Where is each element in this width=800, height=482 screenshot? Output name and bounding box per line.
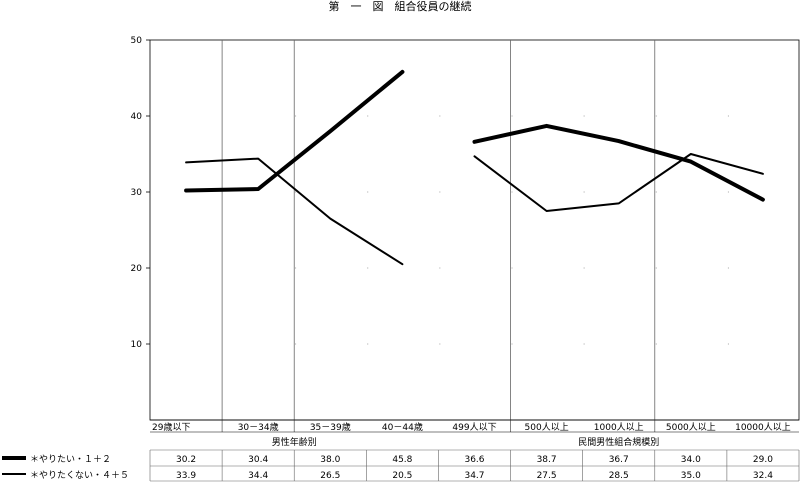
grid-dot <box>583 343 585 345</box>
series-line <box>472 123 765 202</box>
data-label: 29.0 <box>753 455 773 465</box>
grid-dot <box>295 267 297 269</box>
group-label: 男性年齢別 <box>272 436 317 448</box>
plot-area <box>149 39 800 421</box>
grid-dot <box>655 343 657 345</box>
grid-dot <box>367 343 369 345</box>
grid-dot <box>727 191 729 193</box>
data-label: 20.5 <box>392 471 412 481</box>
x-tick-label: 499人以下 <box>452 422 496 433</box>
data-label: 30.4 <box>248 455 268 465</box>
grid-dot <box>511 267 513 269</box>
grid-dot <box>727 115 729 117</box>
grid-dot <box>367 267 369 269</box>
data-label: 30.2 <box>176 455 196 465</box>
legend-label: ＊やりたい・１＋２ <box>30 454 111 465</box>
chart-title: 第 一 図 組合役員の継続 <box>329 0 472 13</box>
grid-dot <box>511 191 513 193</box>
data-label: 32.4 <box>753 471 773 481</box>
data-label: 34.7 <box>464 471 484 481</box>
data-label: 35.0 <box>681 471 701 481</box>
grid-dot <box>295 115 297 117</box>
legend-label: ＊やりたくない・４＋５ <box>30 470 129 481</box>
data-label: 45.8 <box>392 455 412 465</box>
y-tick-label: 50 <box>131 36 143 46</box>
data-label: 34.0 <box>681 455 701 465</box>
grid-dot <box>511 343 513 345</box>
data-label: 28.5 <box>609 471 629 481</box>
x-tick-label: 30－34歳 <box>238 421 279 433</box>
y-tick-label: 30 <box>131 188 143 198</box>
x-tick-label: 1000人以上 <box>594 422 644 433</box>
y-tick-label: 20 <box>131 264 143 274</box>
x-tick-label: 35－39歳 <box>310 421 351 433</box>
data-label: 27.5 <box>537 471 557 481</box>
data-label: 26.5 <box>320 471 340 481</box>
series-line <box>184 69 405 193</box>
grid-dot <box>583 115 585 117</box>
series-line <box>473 153 764 212</box>
grid-dot <box>439 115 441 117</box>
data-label: 34.4 <box>248 471 268 481</box>
grid-dot <box>655 191 657 193</box>
grid-dot <box>655 115 657 117</box>
data-label: 38.0 <box>320 455 340 465</box>
data-label: 36.6 <box>464 455 484 465</box>
grid-dot <box>295 343 297 345</box>
grid-dot <box>583 191 585 193</box>
grid-dot <box>727 267 729 269</box>
x-tick-label: 29歳以下 <box>152 421 190 433</box>
grid-dot <box>727 343 729 345</box>
grid-dot <box>439 267 441 269</box>
y-tick-label: 10 <box>131 340 143 350</box>
grid-dot <box>439 191 441 193</box>
grid-dot <box>583 267 585 269</box>
x-tick-label: 5000人以上 <box>666 422 716 433</box>
grid-dot <box>439 343 441 345</box>
y-tick-label: 40 <box>131 112 143 122</box>
data-label: 38.7 <box>537 455 557 465</box>
grid-dot <box>367 191 369 193</box>
data-label: 33.9 <box>176 471 196 481</box>
x-tick-label: 500人以上 <box>525 422 569 433</box>
grid-dot <box>655 267 657 269</box>
grid-dot <box>295 191 297 193</box>
grid-dot <box>367 115 369 117</box>
group-label: 民間男性組合規模別 <box>578 436 659 448</box>
series-line <box>185 157 404 266</box>
grid-dot <box>511 115 513 117</box>
x-tick-label: 10000人以上 <box>735 422 791 433</box>
data-label: 36.7 <box>609 455 629 465</box>
x-tick-label: 40－44歳 <box>382 421 423 433</box>
